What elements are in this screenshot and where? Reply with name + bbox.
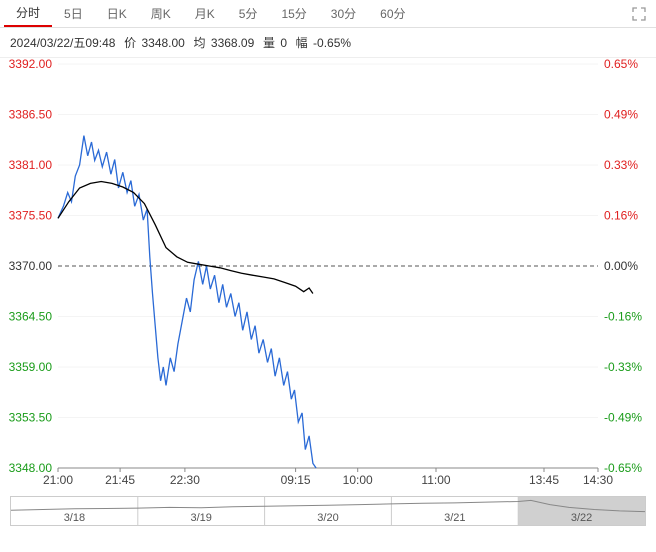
chart-panel: 分时5日日K周K月K5分15分30分60分 2024/03/22/五09:48 … <box>0 0 656 552</box>
svg-text:0.33%: 0.33% <box>604 158 638 172</box>
svg-text:09:15: 09:15 <box>281 473 311 487</box>
svg-text:3/21: 3/21 <box>444 512 465 524</box>
tab-7[interactable]: 30分 <box>319 0 368 27</box>
info-datetime: 2024/03/22/五09:48 <box>10 36 115 50</box>
svg-text:3/22: 3/22 <box>571 512 592 524</box>
svg-text:0.49%: 0.49% <box>604 108 638 122</box>
svg-text:3392.00: 3392.00 <box>9 58 53 71</box>
minimap[interactable]: 3/18 3/19 3/20 3/21 3/22 <box>10 496 646 526</box>
svg-text:11:00: 11:00 <box>421 473 450 487</box>
price-label: 价 <box>124 36 136 50</box>
chg-label: 幅 <box>296 36 308 50</box>
vol-label: 量 <box>263 36 275 50</box>
svg-text:14:30: 14:30 <box>583 473 613 487</box>
svg-text:3364.50: 3364.50 <box>9 310 53 324</box>
minimap-svg: 3/18 3/19 3/20 3/21 3/22 <box>11 497 645 525</box>
svg-text:21:00: 21:00 <box>43 473 73 487</box>
tab-5[interactable]: 5分 <box>227 0 270 27</box>
svg-text:3375.50: 3375.50 <box>9 209 53 223</box>
timeframe-tabs: 分时5日日K周K月K5分15分30分60分 <box>0 0 656 28</box>
svg-text:21:45: 21:45 <box>105 473 135 487</box>
svg-text:0.00%: 0.00% <box>604 259 638 273</box>
svg-text:3359.00: 3359.00 <box>9 360 53 374</box>
tab-8[interactable]: 60分 <box>368 0 417 27</box>
avg-label: 均 <box>194 36 206 50</box>
svg-text:-0.49%: -0.49% <box>604 411 642 425</box>
tab-4[interactable]: 月K <box>183 0 227 27</box>
svg-text:3370.00: 3370.00 <box>9 259 53 273</box>
svg-text:22:30: 22:30 <box>170 473 200 487</box>
svg-text:3/19: 3/19 <box>190 512 211 524</box>
tab-0[interactable]: 分时 <box>4 0 52 27</box>
svg-text:3/20: 3/20 <box>317 512 338 524</box>
chg-value: -0.65% <box>313 36 351 50</box>
svg-text:-0.33%: -0.33% <box>604 360 642 374</box>
svg-text:3381.00: 3381.00 <box>9 158 53 172</box>
svg-text:3/18: 3/18 <box>64 512 85 524</box>
svg-text:3353.50: 3353.50 <box>9 411 53 425</box>
svg-text:3386.50: 3386.50 <box>9 108 53 122</box>
svg-text:13:45: 13:45 <box>529 473 559 487</box>
svg-text:-0.16%: -0.16% <box>604 310 642 324</box>
svg-text:0.16%: 0.16% <box>604 209 638 223</box>
price-value: 3348.00 <box>141 36 184 50</box>
svg-text:10:00: 10:00 <box>343 473 373 487</box>
avg-value: 3368.09 <box>211 36 254 50</box>
tab-6[interactable]: 15分 <box>269 0 318 27</box>
vol-value: 0 <box>280 36 287 50</box>
info-bar: 2024/03/22/五09:48 价 3348.00 均 3368.09 量 … <box>0 28 656 58</box>
expand-icon[interactable] <box>626 0 652 27</box>
tab-1[interactable]: 5日 <box>52 0 95 27</box>
tab-3[interactable]: 周K <box>139 0 183 27</box>
tab-2[interactable]: 日K <box>95 0 139 27</box>
svg-text:0.65%: 0.65% <box>604 58 638 71</box>
chart-area: 3392.00 3386.50 3381.00 3375.50 3370.00 3364.… <box>0 58 656 496</box>
main-chart-svg: 3392.00 3386.50 3381.00 3375.50 3370.00 3364.… <box>0 58 656 496</box>
